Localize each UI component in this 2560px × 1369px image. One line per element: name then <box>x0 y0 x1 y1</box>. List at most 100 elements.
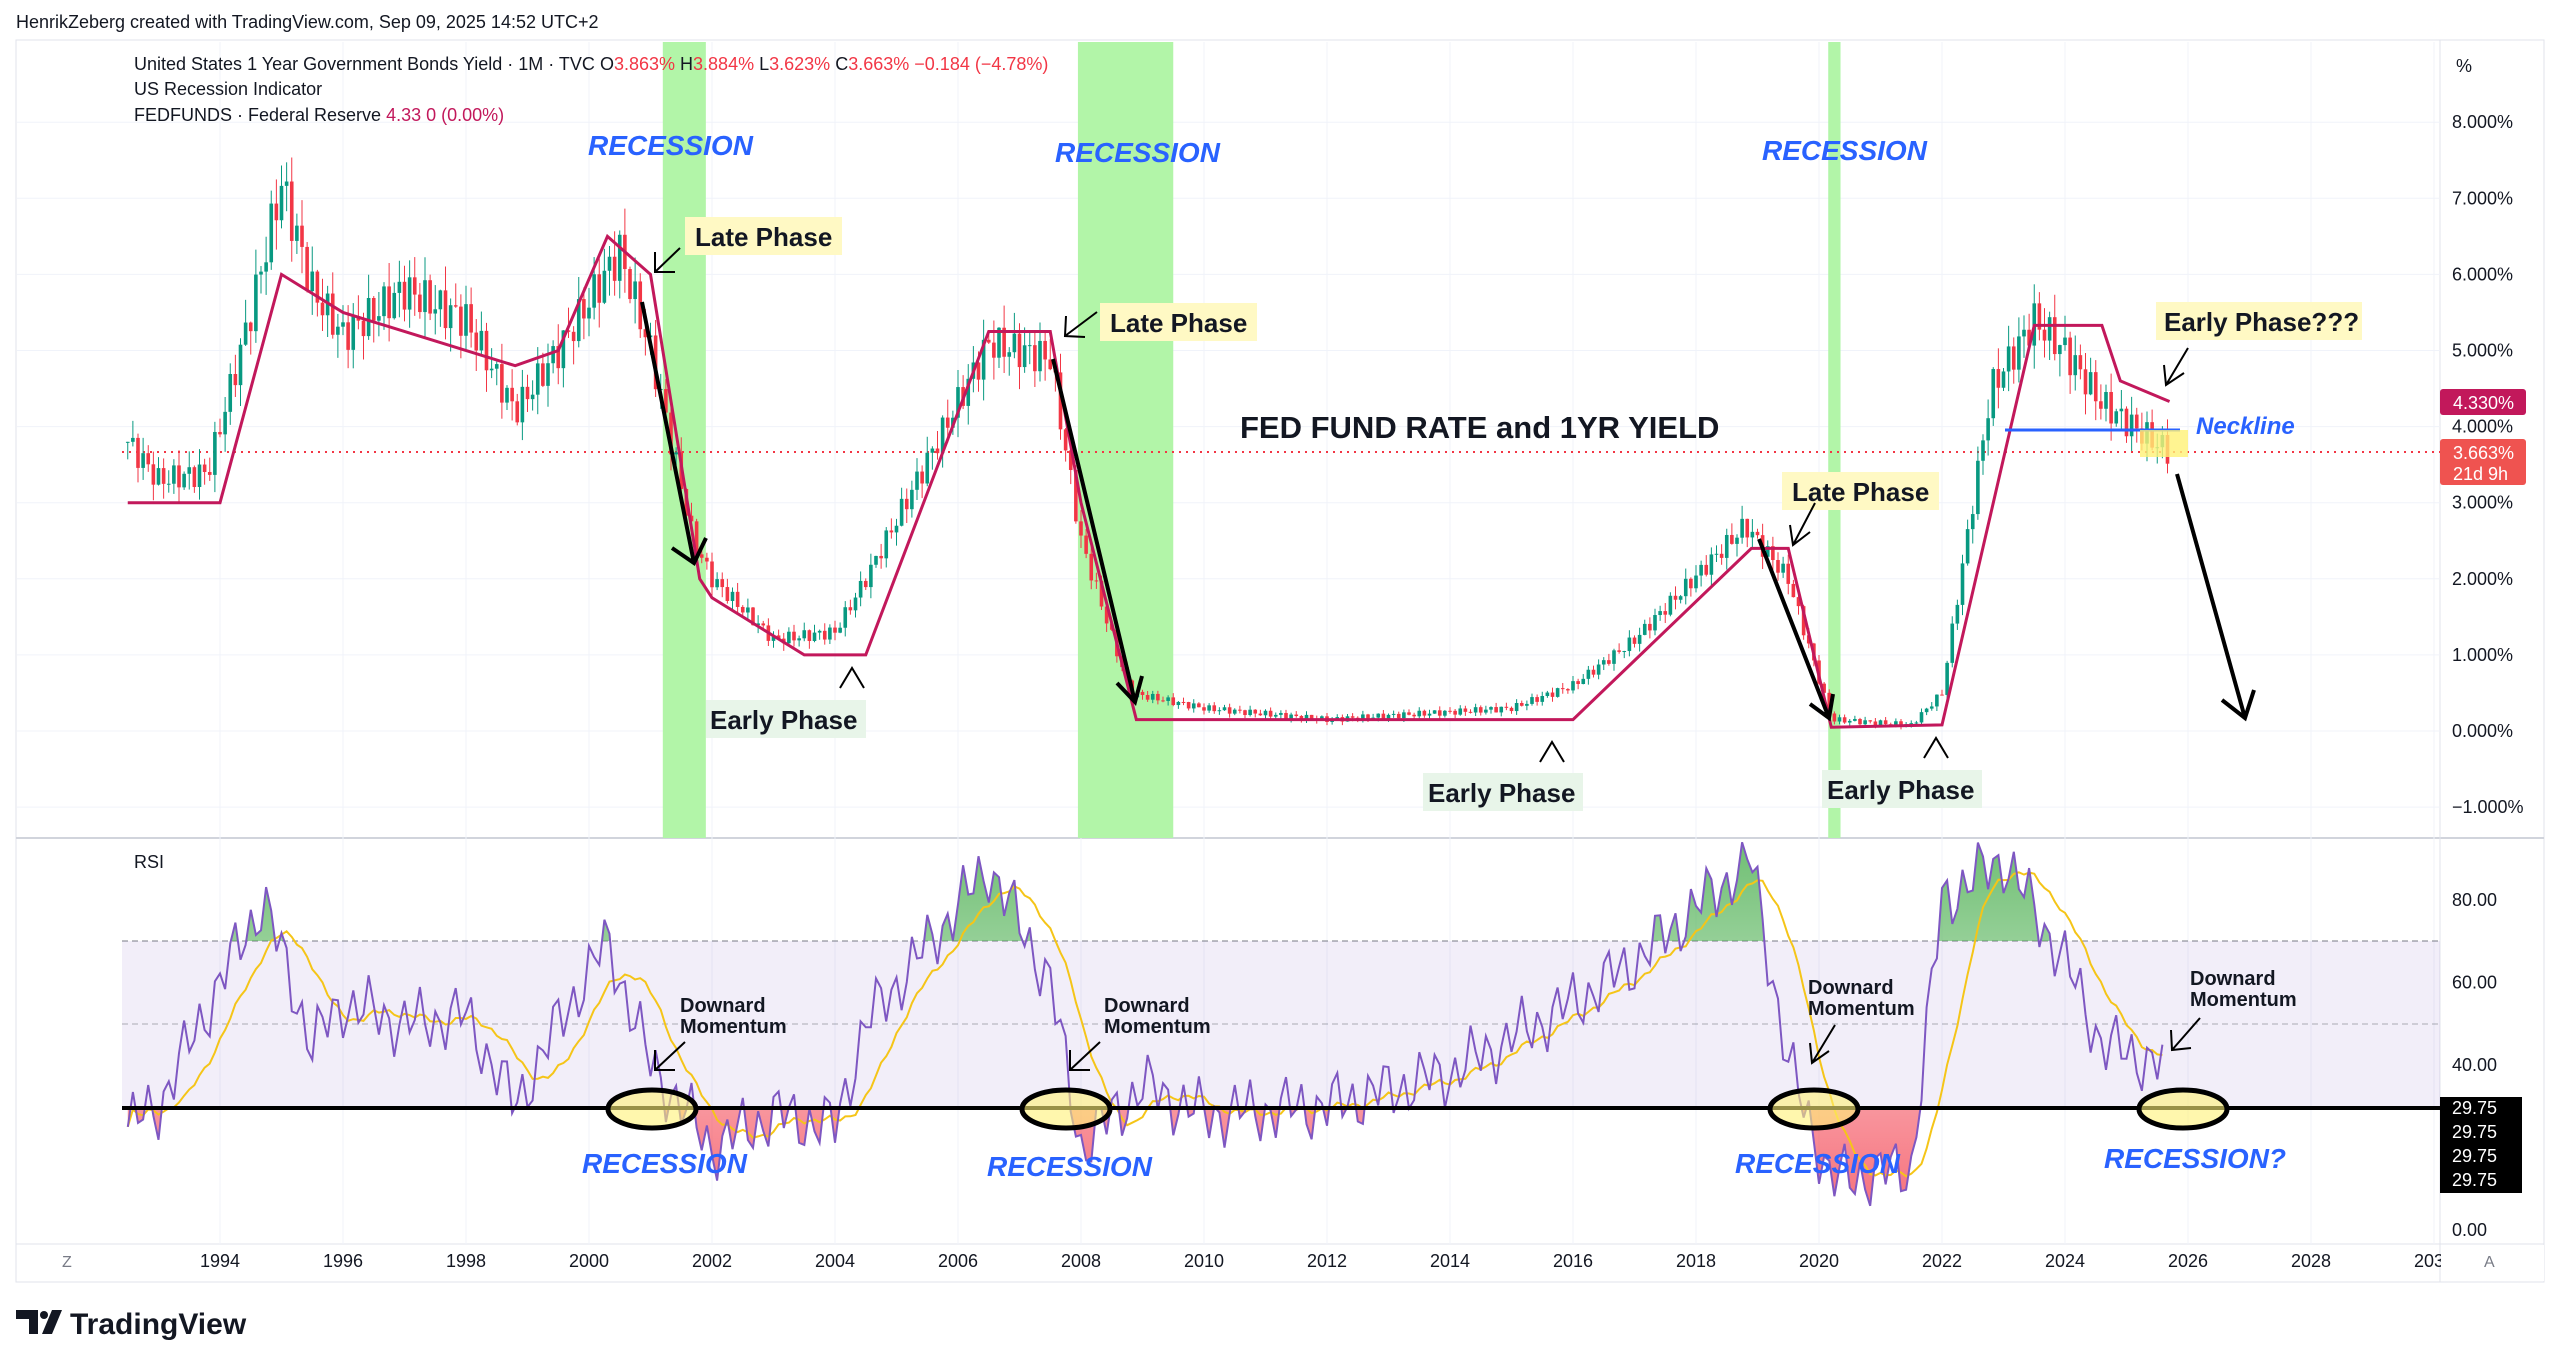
candle <box>617 234 622 281</box>
rsi-badges: 29.75 29.75 29.75 29.75 <box>2440 1097 2522 1193</box>
candle <box>848 607 853 611</box>
svg-text:TradingView: TradingView <box>70 1308 247 1341</box>
candle <box>182 473 186 488</box>
time-tick-label: 2026 <box>2168 1251 2208 1271</box>
candle <box>515 401 520 423</box>
candle <box>1458 708 1463 715</box>
candle <box>1217 710 1222 712</box>
candle <box>776 635 781 639</box>
candle <box>2109 392 2113 424</box>
candle <box>997 327 1001 358</box>
candle <box>192 467 197 488</box>
candle <box>1617 650 1621 652</box>
trend-arrows <box>640 301 2256 722</box>
candle <box>1437 710 1442 716</box>
candle <box>638 281 643 330</box>
candle <box>1033 345 1037 372</box>
candle <box>1627 637 1632 652</box>
candle <box>197 464 202 488</box>
rsi-ma-line <box>126 871 2163 1178</box>
candle <box>1853 718 1857 721</box>
candle <box>1473 707 1478 713</box>
momentum-arrows <box>654 1017 2201 1071</box>
candle <box>2119 408 2124 412</box>
candle <box>1176 701 1181 706</box>
candle <box>1068 450 1073 470</box>
candle <box>1950 623 1955 663</box>
candle <box>930 448 935 453</box>
candle <box>1074 469 1078 522</box>
yield-candles <box>125 157 2170 730</box>
candle <box>1940 694 1944 696</box>
candle <box>459 306 463 336</box>
candle <box>392 292 397 319</box>
candle <box>1601 660 1606 665</box>
candle <box>510 387 514 402</box>
candle <box>289 181 294 241</box>
candle <box>1781 563 1785 573</box>
candle <box>1668 595 1673 615</box>
bar-countdown: 21d 9h <box>2453 464 2508 484</box>
candle <box>1079 521 1083 536</box>
candle <box>1924 708 1929 713</box>
candle <box>633 281 637 300</box>
candle <box>2052 317 2057 355</box>
rsi-recession-label: RECESSION <box>1735 1148 1901 1179</box>
candle <box>925 452 930 484</box>
candle <box>1171 697 1176 706</box>
candle <box>551 346 555 364</box>
candle <box>1012 333 1017 353</box>
candle <box>1227 707 1232 714</box>
rsi-axis[interactable]: 80.00 60.00 40.00 0.00 <box>2452 890 2497 1240</box>
auto-scale-button[interactable]: A <box>2484 1254 2495 1271</box>
candle <box>1642 623 1647 635</box>
candle <box>1637 634 1642 644</box>
candle <box>2099 401 2103 409</box>
candle <box>1755 531 1760 536</box>
candle <box>940 417 945 454</box>
candle <box>300 225 304 247</box>
svg-text:United States 1 Year Governmen: United States 1 Year Government Bonds Yi… <box>134 54 1048 74</box>
candle <box>715 579 719 588</box>
candle <box>243 322 248 345</box>
time-axis[interactable]: 1994 1996 1998 2000 2002 2004 2006 2008 2010 2012… <box>200 1251 2454 1271</box>
candle <box>1509 707 1514 712</box>
candle <box>669 412 673 455</box>
candle <box>556 346 561 369</box>
candle <box>705 557 709 562</box>
candle <box>248 322 253 332</box>
candle <box>136 437 140 468</box>
candle <box>582 299 586 319</box>
candle <box>1145 694 1150 700</box>
legend-series1: United States 1 Year Government Bonds Yi… <box>134 54 595 74</box>
candle <box>520 386 525 423</box>
chart-title: FED FUND RATE and 1YR YIELD <box>1240 410 1719 445</box>
candle <box>1484 709 1488 713</box>
candle <box>1022 345 1027 368</box>
candle <box>915 471 919 490</box>
candle <box>797 638 801 641</box>
candle <box>161 468 166 484</box>
tradingview-logo[interactable]: TradingView <box>16 1308 247 1341</box>
candle <box>1847 720 1852 723</box>
candle <box>218 431 222 435</box>
candle <box>541 363 545 386</box>
candle <box>1017 333 1022 368</box>
candle <box>1504 706 1509 708</box>
price-axis[interactable]: 8.000% 7.000% 6.000% 5.000% 4.000% 3.000% 2.00… <box>2452 112 2524 817</box>
candle <box>1740 518 1744 538</box>
zoom-button[interactable]: Z <box>62 1254 72 1271</box>
candle <box>377 316 381 321</box>
candle <box>838 627 842 633</box>
candle <box>1801 606 1806 636</box>
candle <box>2027 329 2031 346</box>
candle <box>602 270 607 303</box>
candle <box>1960 563 1965 605</box>
candle <box>787 631 791 644</box>
candle <box>1899 721 1903 727</box>
candle <box>315 271 320 303</box>
candle <box>1535 697 1539 702</box>
candle <box>1996 369 2001 388</box>
recession-label: RECESSION <box>1762 135 1928 166</box>
